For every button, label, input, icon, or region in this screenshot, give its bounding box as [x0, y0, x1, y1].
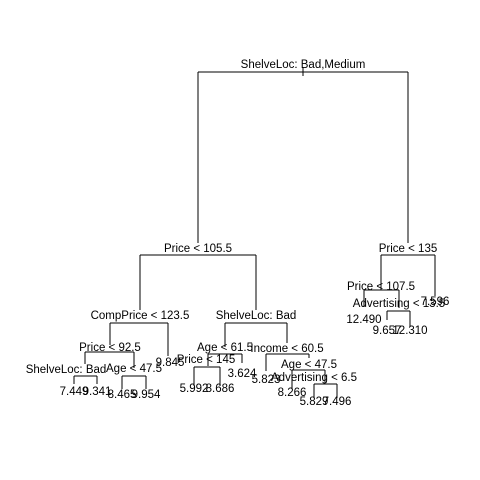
leaf-value-l10: 8.266 — [278, 387, 307, 399]
leaf-value-l4: 9.954 — [132, 389, 161, 401]
split-label-n4: CompPrice < 123.5 — [91, 310, 190, 322]
split-label-n10: Advertising < 13.5 — [353, 298, 445, 310]
leaf-value-l2: 9.341 — [83, 386, 112, 398]
leaf-value-l11: 5.829 — [300, 396, 329, 408]
split-label-n15: Advertising < 6.5 — [271, 372, 357, 384]
leaf-value-l7: 8.686 — [206, 383, 235, 395]
tree-labels: ShelveLoc: Bad,Medium Price < 105.5 Price … — [26, 59, 450, 408]
split-label-n12: Age < 47.5 — [106, 363, 162, 375]
split-label-n9: Income < 60.5 — [250, 343, 323, 355]
leaf-value-l3: 8.465 — [108, 389, 137, 401]
split-label-n6: Price < 107.5 — [347, 281, 415, 293]
leaf-value-l12: 7.496 — [323, 396, 352, 408]
leaf-value-l9: 5.823 — [252, 374, 281, 386]
split-label-n7: Price < 92.5 — [79, 342, 141, 354]
leaf-value-l8: 3.624 — [228, 368, 257, 380]
leaf-value-l1: 7.449 — [60, 386, 89, 398]
leaf-value-l6: 5.992 — [180, 383, 209, 395]
split-label-n14: Age < 47.5 — [281, 359, 337, 371]
leaf-value-l15: 12.310 — [392, 325, 427, 337]
split-label-n8: Age < 61.5 — [197, 342, 253, 354]
split-label-n11: ShelveLoc: Bad — [26, 364, 107, 376]
leaf-value-l14: 9.657 — [373, 325, 402, 337]
split-label-n5: ShelveLoc: Bad — [216, 310, 297, 322]
tree-edges — [73, 67, 436, 398]
split-label-n3: Price < 135 — [379, 243, 438, 255]
leaf-value-l5: 9.845 — [156, 357, 185, 369]
leaf-value-l13: 12.490 — [346, 314, 381, 326]
split-label-n13: Price < 145 — [177, 354, 236, 366]
split-label-n1: ShelveLoc: Bad,Medium — [241, 59, 366, 71]
leaf-value-l16: 7.596 — [421, 296, 450, 308]
split-label-n2: Price < 105.5 — [164, 243, 232, 255]
